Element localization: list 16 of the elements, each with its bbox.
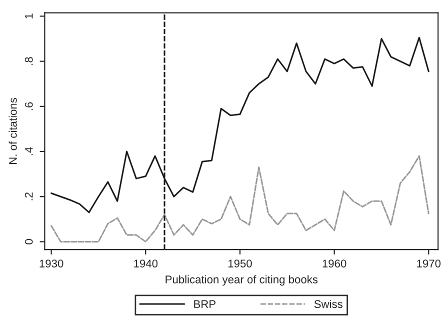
y-tick-label: .8 bbox=[24, 57, 33, 65]
x-tick-label: 1950 bbox=[228, 260, 252, 268]
y-tick-label: .6 bbox=[24, 102, 33, 110]
y-axis-title: N. of citations bbox=[8, 98, 17, 164]
legend-label: Swiss bbox=[314, 300, 342, 308]
x-tick-label: 1940 bbox=[134, 260, 158, 268]
x-tick-label: 1970 bbox=[417, 260, 441, 268]
x-tick-label: 1960 bbox=[322, 260, 346, 268]
y-tick-label: 1 bbox=[25, 14, 33, 18]
x-tick-label: 1930 bbox=[40, 260, 64, 268]
y-tick-label: .4 bbox=[25, 147, 33, 156]
y-tick-label: 0 bbox=[24, 239, 33, 244]
line-series bbox=[50, 155, 430, 242]
legend-label: BRP bbox=[194, 300, 216, 308]
x-axis-title: Publication year of citing books bbox=[166, 275, 318, 286]
y-tick-label: .2 bbox=[24, 192, 33, 200]
